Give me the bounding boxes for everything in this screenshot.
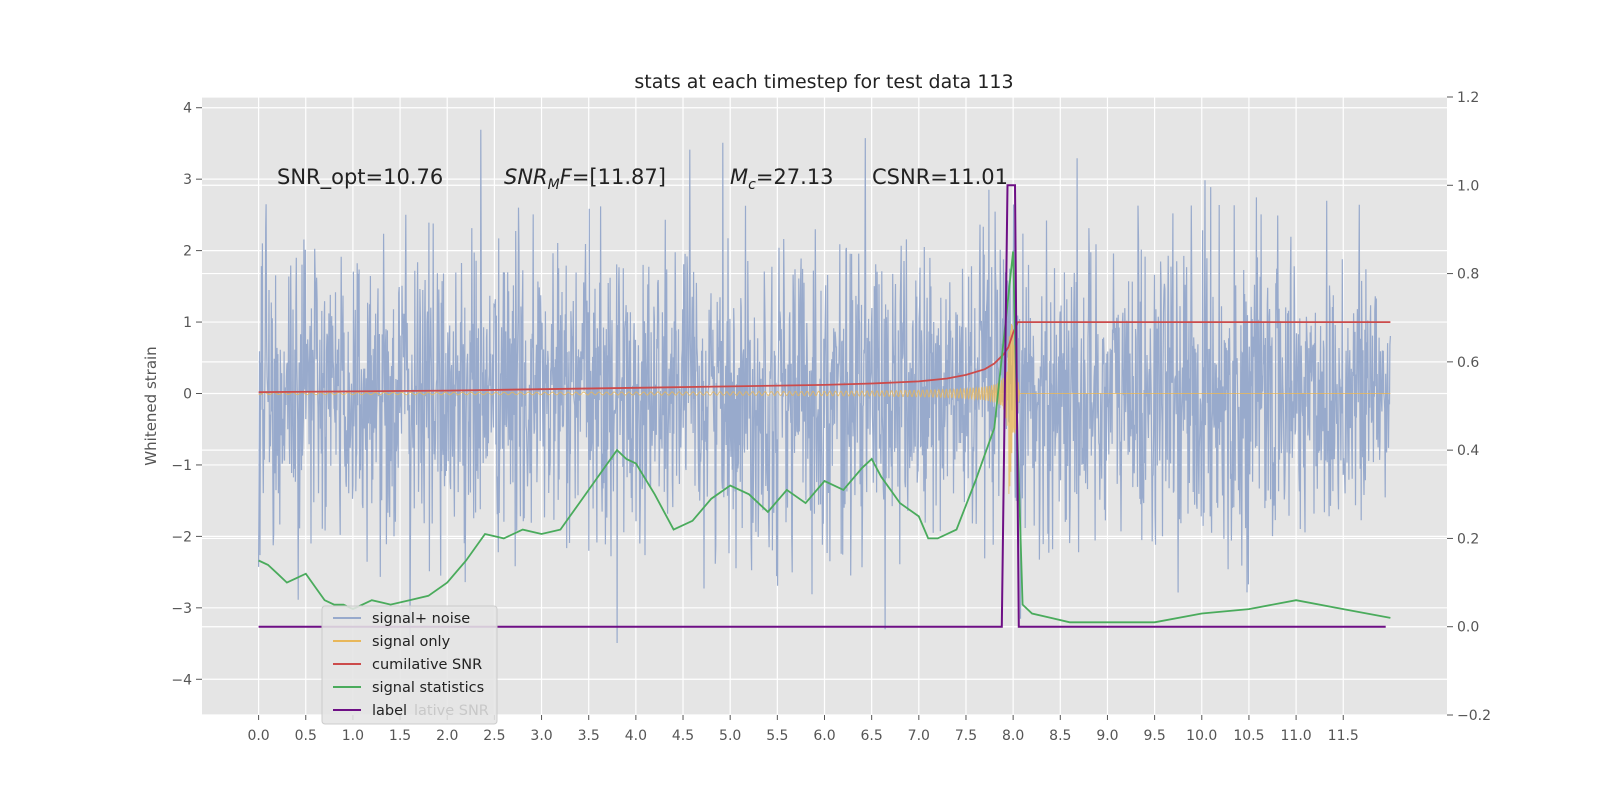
y-tick-label-right: 0.4 xyxy=(1457,443,1479,459)
series-cumulative-snr xyxy=(258,321,1391,393)
x-tick-label: 11.0 xyxy=(1281,728,1312,744)
legend-label-signal-only: signal only xyxy=(372,634,451,650)
y-tick-label-left: −4 xyxy=(171,672,192,688)
x-tick-label: 5.5 xyxy=(766,728,788,744)
y-tick-label-right: 0.2 xyxy=(1457,531,1479,547)
legend-label-signal-noise: signal+ noise xyxy=(372,611,470,627)
x-tick-label: 10.0 xyxy=(1186,728,1217,744)
y-tick-label-left: 0 xyxy=(183,386,192,402)
y-tick-label-right: 0.6 xyxy=(1457,355,1479,371)
annotation-csnr: CSNR=11.01 xyxy=(872,165,1008,189)
x-tick-label: 2.5 xyxy=(483,728,505,744)
y-tick-label-left: −1 xyxy=(171,458,192,474)
x-tick-label: 1.5 xyxy=(389,728,411,744)
x-tick-label: 6.0 xyxy=(813,728,835,744)
series-signal-noise xyxy=(258,129,1391,644)
legend-label-cumulative-snr: cumilative SNR xyxy=(372,657,482,673)
x-tick-label: 4.0 xyxy=(625,728,647,744)
y-tick-label-left: 3 xyxy=(183,172,192,188)
series-label xyxy=(258,184,1386,628)
y-tick-label-right: 0.0 xyxy=(1457,620,1479,636)
legend-box xyxy=(321,605,498,725)
y-tick-label-left: −3 xyxy=(171,601,192,617)
x-tick-label: 8.0 xyxy=(1002,728,1024,744)
x-tick-label: 5.0 xyxy=(719,728,741,744)
axes: 0.0 0.5 1.0 1.5 2.0 2.5 3.0 3.5 4.0 4.5 5.0 5.5 6.0 6… xyxy=(171,90,1491,744)
x-tick-label: 0.0 xyxy=(247,728,269,744)
y-tick-label-left: 4 xyxy=(183,101,192,117)
y-tick-label-left: −2 xyxy=(171,529,192,545)
x-tick-label: 0.5 xyxy=(295,728,317,744)
x-tick-label: 1.0 xyxy=(342,728,364,744)
y-tick-label-right: 0.8 xyxy=(1457,267,1479,283)
y-tick-label-left: 2 xyxy=(183,244,192,260)
annotations: SNR_opt=10.76 SNRMF=[11.87] Mc=27.13 CSN… xyxy=(277,165,1008,193)
annotation-snr-mf: SNRMF=[11.87] xyxy=(504,165,666,193)
x-tick-label: 7.0 xyxy=(908,728,930,744)
x-tick-label: 9.5 xyxy=(1143,728,1165,744)
series-signal-only xyxy=(258,323,1391,495)
legend-ghost-text: lative SNR xyxy=(414,703,489,719)
x-tick-label: 3.5 xyxy=(578,728,600,744)
x-tick-label: 6.5 xyxy=(861,728,883,744)
y-axis-label: Whitened strain xyxy=(142,346,160,465)
annotation-mc: Mc=27.13 xyxy=(730,165,834,193)
x-tick-label: 7.5 xyxy=(955,728,977,744)
x-tick-label: 3.0 xyxy=(530,728,552,744)
annotation-snr-opt: SNR_opt=10.76 xyxy=(277,165,443,190)
legend: lative SNR signal+ noise signal only cum… xyxy=(321,605,498,725)
legend-label-signal-statistics: signal statistics xyxy=(372,680,484,696)
x-tick-label: 4.5 xyxy=(672,728,694,744)
x-tick-label: 8.5 xyxy=(1049,728,1071,744)
x-tick-label: 2.0 xyxy=(436,728,458,744)
y-tick-label-right: 1.2 xyxy=(1457,90,1479,106)
x-tick-label: 9.0 xyxy=(1096,728,1118,744)
legend-label-label: label xyxy=(372,703,407,719)
chart-title: stats at each timestep for test data 113 xyxy=(634,71,1013,93)
y-tick-label-right: −0.2 xyxy=(1457,708,1491,724)
y-tick-label-right: 1.0 xyxy=(1457,178,1479,194)
y-tick-label-left: 1 xyxy=(183,315,192,331)
plot-content xyxy=(258,129,1391,644)
x-tick-label: 10.5 xyxy=(1233,728,1264,744)
x-tick-label: 11.5 xyxy=(1328,728,1359,744)
